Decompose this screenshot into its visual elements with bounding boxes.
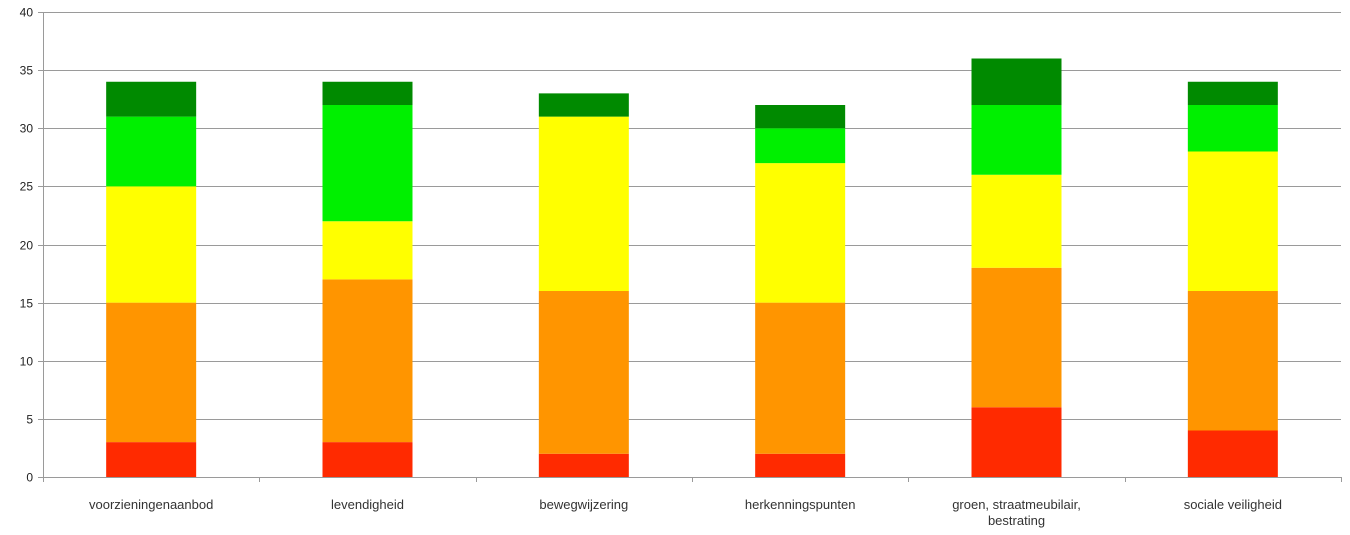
bar-segment bbox=[322, 279, 413, 443]
bar-segment bbox=[322, 81, 413, 105]
x-category-label: levendigheid bbox=[331, 497, 404, 512]
y-tick-label: 0 bbox=[26, 471, 33, 485]
bar-segment bbox=[538, 116, 629, 291]
bar-segment bbox=[106, 186, 197, 303]
y-tick-label: 25 bbox=[20, 180, 34, 194]
bar-segment bbox=[1187, 81, 1278, 105]
bar-segment bbox=[1187, 151, 1278, 291]
bar-segment bbox=[971, 105, 1062, 175]
bar-segment bbox=[971, 407, 1062, 477]
bar-segment bbox=[755, 302, 846, 454]
x-category-label: voorzieningenaanbod bbox=[89, 497, 213, 512]
bar-segment bbox=[971, 267, 1062, 408]
bar-segment bbox=[538, 93, 629, 117]
bar-segment bbox=[106, 81, 197, 117]
axes bbox=[38, 12, 1342, 482]
bar-segment bbox=[106, 442, 197, 477]
bar-segment bbox=[755, 453, 846, 477]
gridlines bbox=[43, 12, 1341, 420]
bar-segment bbox=[106, 302, 197, 443]
y-tick-label: 15 bbox=[20, 297, 34, 311]
bar-segment bbox=[538, 453, 629, 477]
y-tick-label: 40 bbox=[20, 6, 34, 20]
bar-segment bbox=[755, 128, 846, 164]
bar-segment bbox=[755, 163, 846, 303]
bar-segment bbox=[755, 105, 846, 129]
x-category-label: bewegwijzering bbox=[539, 497, 628, 512]
bar-segment bbox=[322, 442, 413, 477]
y-tick-label: 10 bbox=[20, 355, 34, 369]
bar-segment bbox=[971, 174, 1062, 268]
bar-segment bbox=[322, 221, 413, 280]
bar-segment bbox=[322, 105, 413, 222]
bar-segment bbox=[1187, 430, 1278, 477]
bar-segment bbox=[538, 291, 629, 454]
x-category-label: herkenningspunten bbox=[745, 497, 856, 512]
bar-segment bbox=[1187, 291, 1278, 431]
y-tick-label: 5 bbox=[26, 413, 33, 427]
y-tick-label: 20 bbox=[20, 239, 34, 253]
bar-segment bbox=[1187, 105, 1278, 152]
bar-segment bbox=[106, 116, 197, 187]
bars bbox=[106, 58, 1278, 477]
bar-segment bbox=[971, 58, 1062, 105]
y-tick-label: 30 bbox=[20, 122, 34, 136]
x-category-label: sociale veiligheid bbox=[1184, 497, 1282, 512]
y-tick-label: 35 bbox=[20, 64, 34, 78]
x-category-label: groen, straatmeubilair, bestrating bbox=[952, 497, 1081, 528]
labels: 0 5 10 15 20 25 30 35 40 voorzieningenaanbod leven… bbox=[20, 6, 1282, 529]
